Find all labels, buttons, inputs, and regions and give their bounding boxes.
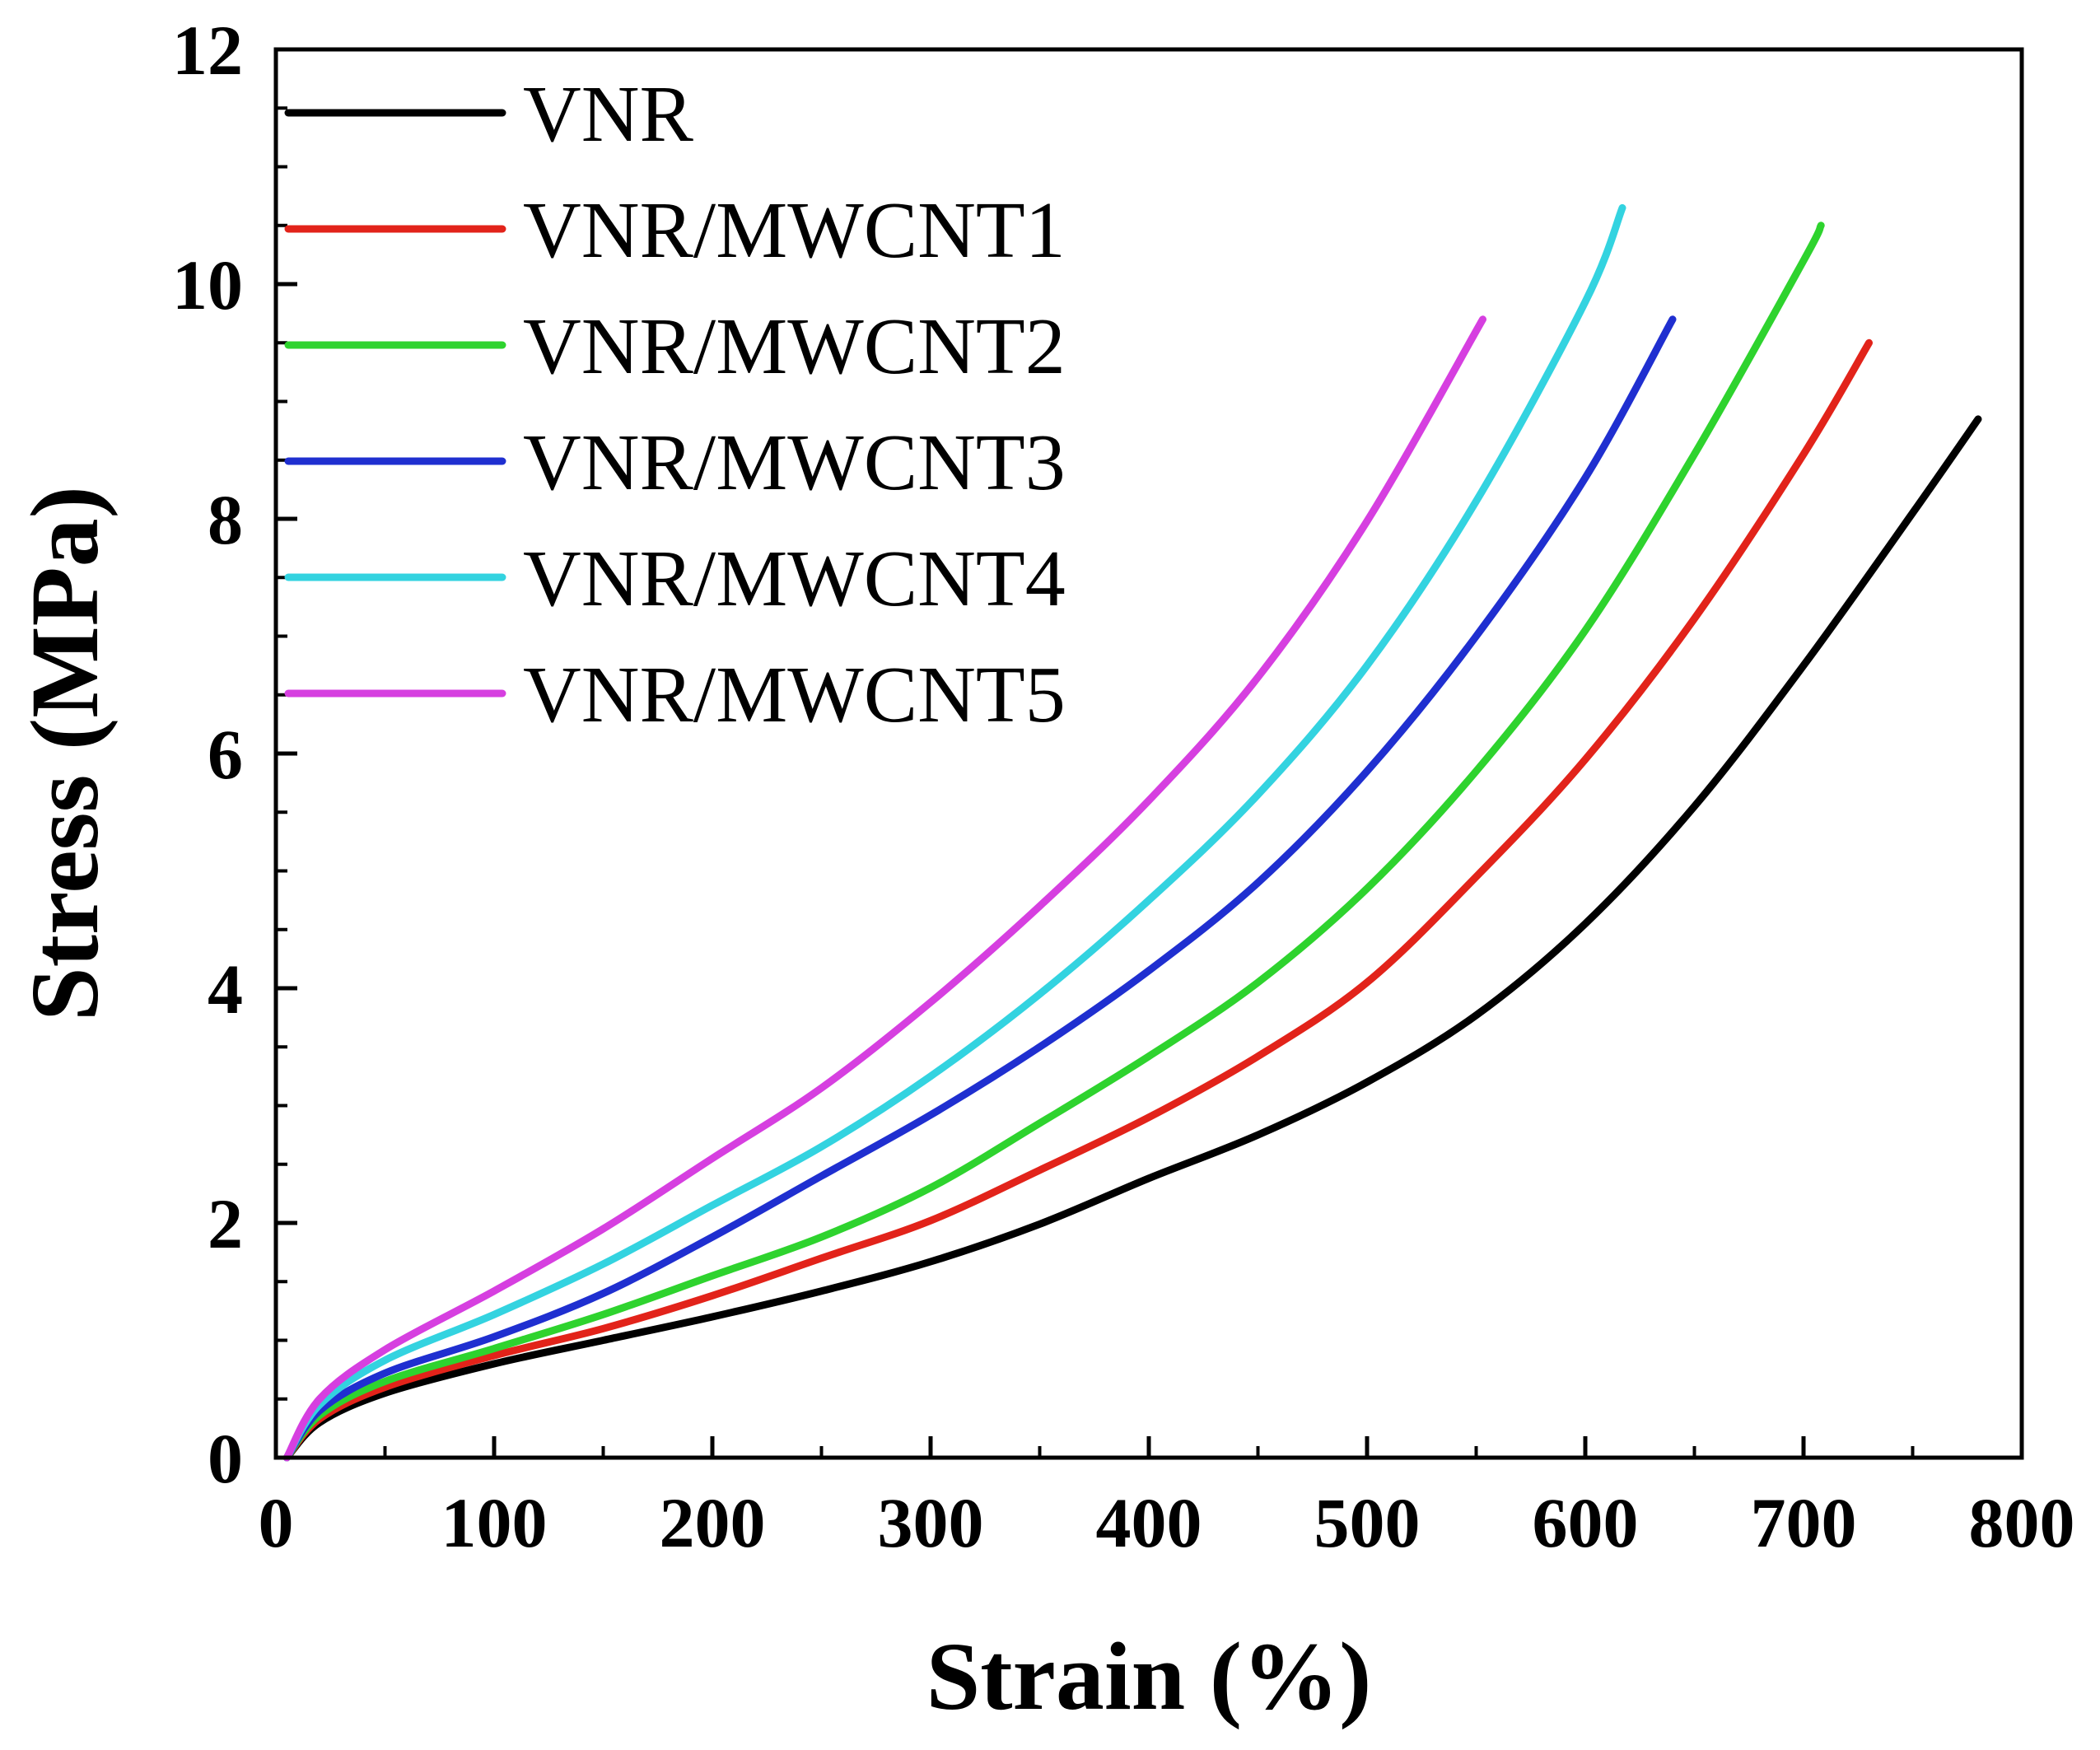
x-tick-label: 400 [1096, 1483, 1202, 1562]
y-tick-label: 6 [208, 715, 243, 794]
ticks-layer: 0 100 200 300 400 500 600 700 800 0 2 4 6 8 10 12 [172, 11, 2075, 1562]
legend-label-vnr-mwcnt5: VNR/MWCNT5 [523, 651, 1066, 740]
y-tick-label: 2 [208, 1184, 243, 1263]
x-tick-label: 600 [1533, 1483, 1639, 1562]
y-axis-title: Stress (MPa) [11, 486, 119, 1021]
legend-label-vnr-mwcnt4: VNR/MWCNT4 [523, 534, 1066, 623]
y-tick-label: 8 [208, 480, 243, 559]
x-tick-label: 0 [259, 1483, 294, 1562]
series-line-vnr-mwcnt3 [282, 315, 1677, 1462]
series-line-vnr-mwcnt2 [282, 222, 1825, 1462]
y-tick-label: 10 [172, 245, 243, 324]
legend-label-vnr-mwcnt3: VNR/MWCNT3 [523, 418, 1066, 507]
x-tick-label: 800 [1969, 1483, 2075, 1562]
series-line-vnr-mwcnt4 [282, 203, 1626, 1462]
x-tick-label: 300 [878, 1483, 984, 1562]
x-tick-label: 700 [1751, 1483, 1857, 1562]
legend-label-vnr: VNR [523, 70, 694, 159]
legend-label-vnr-mwcnt1: VNR/MWCNT1 [523, 186, 1066, 275]
series-line-vnr [282, 415, 1982, 1462]
series-line-vnr-mwcnt5 [282, 315, 1486, 1462]
y-tick-label: 4 [208, 950, 243, 1029]
x-tick-label: 500 [1314, 1483, 1421, 1562]
x-tick-label: 100 [441, 1483, 548, 1562]
x-axis-title: Strain (%) [926, 1622, 1372, 1730]
legend: VNR VNR/MWCNT1 VNR/MWCNT2 VNR/MWCNT3 VNR/MWC… [284, 70, 1066, 740]
y-tick-label: 0 [208, 1419, 243, 1498]
series-layer [282, 203, 1982, 1462]
series-line-vnr-mwcnt1 [282, 338, 1873, 1462]
y-tick-label: 12 [172, 11, 243, 90]
x-tick-label: 200 [660, 1483, 766, 1562]
legend-label-vnr-mwcnt2: VNR/MWCNT2 [523, 302, 1066, 391]
